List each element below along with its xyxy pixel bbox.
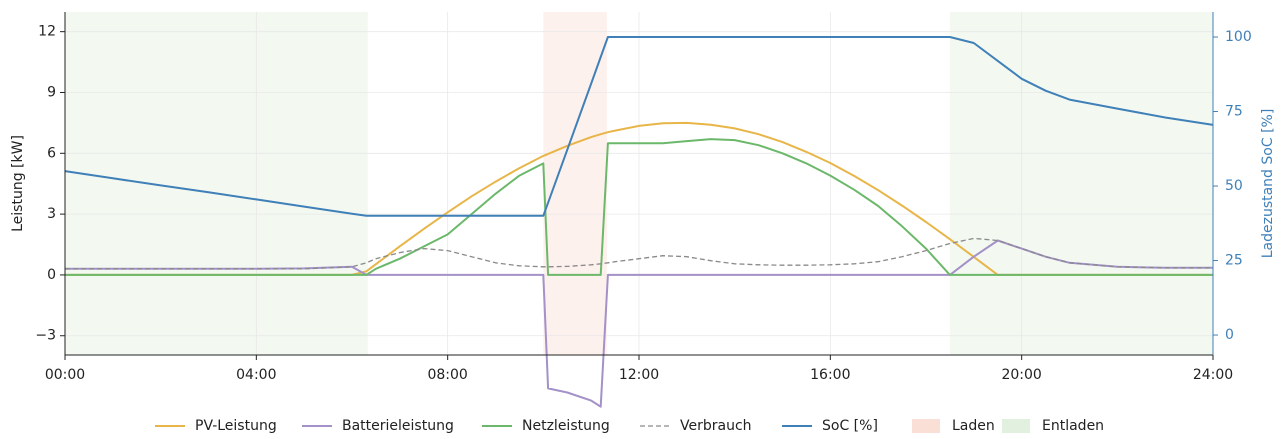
y-tick-label: 12 [38,24,56,40]
x-tick-label: 08:00 [427,367,467,383]
y-tick-label: 0 [47,267,56,283]
legend-label: Laden [952,418,995,434]
y2-axis-label: Ladezustand SoC [%] [1260,109,1276,259]
y-tick-label: −3 [35,328,56,344]
shaded-region [949,12,1213,355]
y2-tick-label: 25 [1225,253,1243,269]
x-tick-label: 04:00 [236,367,276,383]
legend-swatch [912,419,940,433]
legend-label: PV-Leistung [195,418,277,434]
series-line [65,237,1213,270]
y2-tick-label: 0 [1225,327,1234,343]
x-tick-label: 24:00 [1193,367,1233,383]
y-tick-label: 9 [47,84,56,100]
shaded-region [65,12,368,355]
x-tick-label: 20:00 [1001,367,1041,383]
legend-swatch [1002,419,1030,433]
y2-tick-label: 75 [1225,104,1243,120]
y-tick-label: 6 [47,145,56,161]
legend-label: SoC [%] [822,418,878,434]
legend-label: Verbrauch [680,418,752,434]
series-line [65,138,1213,276]
y2-tick-label: 50 [1225,178,1243,194]
x-tick-label: 00:00 [45,367,85,383]
legend-label: Entladen [1042,418,1104,434]
y2-tick-label: 100 [1225,29,1252,45]
series-line [65,121,1213,276]
legend-label: Netzleistung [522,418,610,434]
series-line [64,36,1214,217]
legend-label: Batterieleistung [342,418,454,434]
x-tick-label: 12:00 [619,367,659,383]
y-tick-label: 3 [47,206,56,222]
y-axis-label: Leistung [kW] [10,135,26,232]
x-tick-label: 16:00 [810,367,850,383]
